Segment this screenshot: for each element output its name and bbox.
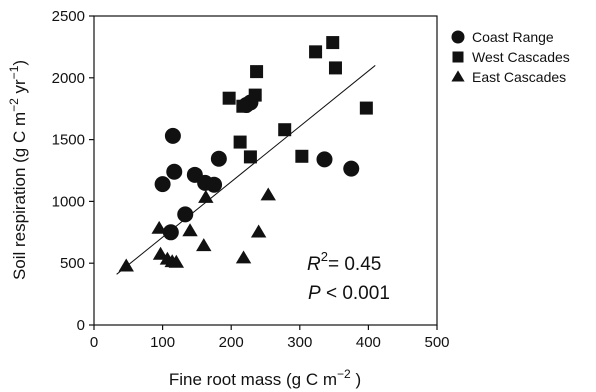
legend-label: Coast Range [472,29,554,45]
y-axis-title-superscript-1: −2 [7,98,21,112]
y-tick-label: 0 [77,317,85,334]
data-point-square [309,45,323,59]
legend-label: East Cascades [472,69,566,85]
x-tick-label: 200 [219,334,244,351]
axis-ticks: 0 100 200 300 400 500 0 500 1000 1500 2000 2500 [52,8,450,351]
legend-marker-square [452,51,464,63]
data-point-circle [206,176,223,193]
legend-marker-circle [451,30,465,44]
x-tick-label: 100 [150,334,175,351]
data-point-circle [177,206,194,223]
data-point-square [250,65,264,79]
y-axis-title: Soil respiration (g C m−2 yr−1) [7,60,29,280]
x-axis-title: Fine root mass (g C m−2 ) [169,367,361,389]
data-point-square [236,99,250,113]
y-axis-title-superscript-2: −1 [7,65,21,79]
data-point-circle [166,163,183,180]
plot-frame [93,15,438,326]
data-point-square [233,135,247,149]
x-tick-label: 500 [424,334,449,351]
series-east-cascades [118,187,276,272]
data-point-square [328,61,342,75]
regression-line-group [116,65,376,275]
data-point-circle [210,150,227,167]
data-point-triangle [151,220,167,234]
legend-item: West Cascades [452,49,570,65]
legend-item: Coast Range [451,29,554,45]
data-point-circle [162,224,179,241]
y-tick-label: 2000 [52,70,85,87]
data-point-triangle [152,246,169,260]
r-squared-superscript: 2 [321,249,328,264]
x-tick-label: 0 [90,334,98,351]
x-axis-title-text: Fine root mass (g C m [169,370,337,389]
p-value-text: < 0.001 [321,283,390,304]
data-point-circle [343,160,360,177]
p-symbol: P [308,283,321,304]
data-point-circle [316,151,333,168]
series-west-cascades [222,36,373,164]
plot-area [93,15,438,326]
legend-item: East Cascades [451,69,566,85]
legend-marker-triangle [451,70,465,82]
data-point-square [222,91,236,105]
x-axis-title-tail: ) [351,370,361,389]
y-axis-title-tail: ) [10,60,29,66]
x-tick-label: 300 [287,334,312,351]
y-axis-title-text: Soil respiration (g C m [10,112,29,280]
data-point-triangle [260,187,276,201]
legend-label: West Cascades [472,49,570,65]
data-points [118,36,373,272]
data-point-triangle [168,254,185,268]
x-tick-label: 400 [356,334,381,351]
regression-line [116,65,376,275]
y-tick-label: 2500 [52,8,85,25]
r-squared-value: = 0.45 [328,254,381,275]
p-value-annotation: P < 0.001 [308,283,390,304]
data-point-square [326,36,340,50]
data-point-square [295,149,309,163]
data-point-square [359,101,373,115]
legend: Coast Range West Cascades East Cascades [451,29,570,85]
data-point-circle [164,127,181,144]
data-point-square [248,88,262,102]
data-point-triangle [250,224,267,238]
y-tick-label: 500 [60,255,85,272]
y-tick-label: 1500 [52,132,85,149]
data-point-triangle [196,238,212,252]
data-point-triangle [118,258,134,272]
data-point-triangle [182,223,198,237]
r-squared-annotation: R2= 0.45 [307,249,381,275]
x-axis-title-superscript: −2 [337,367,351,381]
r-symbol: R [307,254,321,275]
series-coast-range [154,94,360,241]
data-point-triangle [235,250,252,264]
y-axis-title-mid: yr [10,79,29,98]
data-point-circle [154,176,171,193]
data-point-triangle [198,189,214,203]
data-point-square [243,150,257,164]
data-point-square [278,123,292,137]
y-tick-label: 1000 [52,193,85,210]
